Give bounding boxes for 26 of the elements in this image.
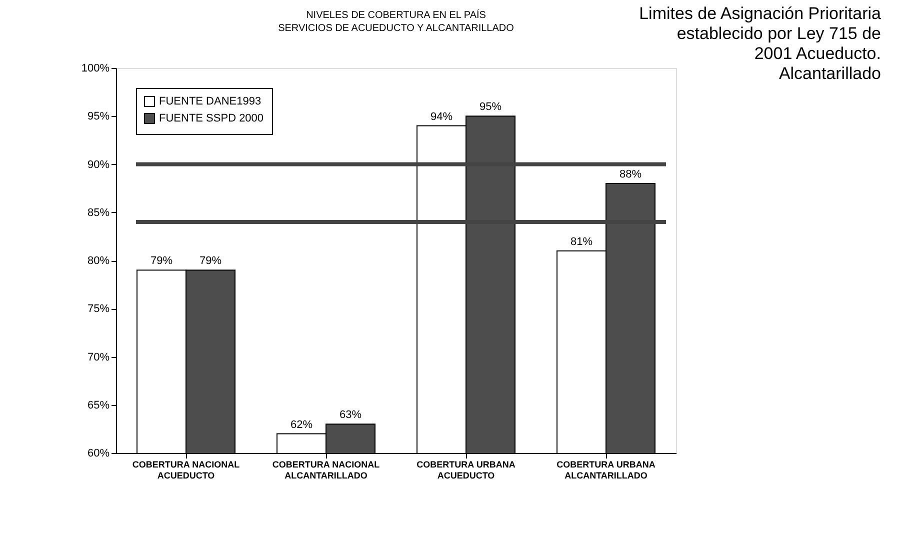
data-label: 63% <box>339 409 362 422</box>
y-tick-label: 65% <box>87 399 110 412</box>
data-label: 95% <box>479 101 502 114</box>
chart-subtitle: SERVICIOS DE ACUEDUCTO Y ALCANTARILLADO <box>278 23 514 34</box>
data-label: 79% <box>199 255 222 268</box>
y-tick-label: 100% <box>81 62 110 74</box>
y-tick-label: 60% <box>87 448 110 460</box>
y-tick-label: 80% <box>87 255 110 267</box>
data-label: 62% <box>290 418 313 431</box>
annotation: Limites de Asignación Prioritaria establecido por Ley 715 de 2001 Acueducto. Alcantarillado <box>639 4 882 83</box>
y-tick-label: 75% <box>87 303 110 316</box>
data-label: 79% <box>150 255 173 268</box>
x-tick-label: COBERTURA URBANA ACUEDUCTO <box>416 460 516 480</box>
chart-title: NIVELES DE COBERTURA EN EL PAÍS <box>306 9 486 21</box>
y-tick-label: 90% <box>87 158 110 171</box>
x-tick-label: COBERTURA NACIONAL ACUEDUCTO <box>132 460 240 480</box>
x-tick-label: COBERTURA URBANA ALCANTARILLADO <box>556 460 656 480</box>
legend-label: FUENTE SSPD 2000 <box>159 112 264 124</box>
y-tick-label: 85% <box>87 206 110 219</box>
data-label: 94% <box>430 110 453 123</box>
y-tick-label: 70% <box>87 351 110 364</box>
data-label: 81% <box>570 236 593 248</box>
y-tick-label: 95% <box>87 110 110 123</box>
data-label: 88% <box>619 168 642 180</box>
legend-label: FUENTE DANE1993 <box>159 96 262 108</box>
x-tick-label: COBERTURA NACIONAL ALCANTARILLADO <box>272 460 380 480</box>
